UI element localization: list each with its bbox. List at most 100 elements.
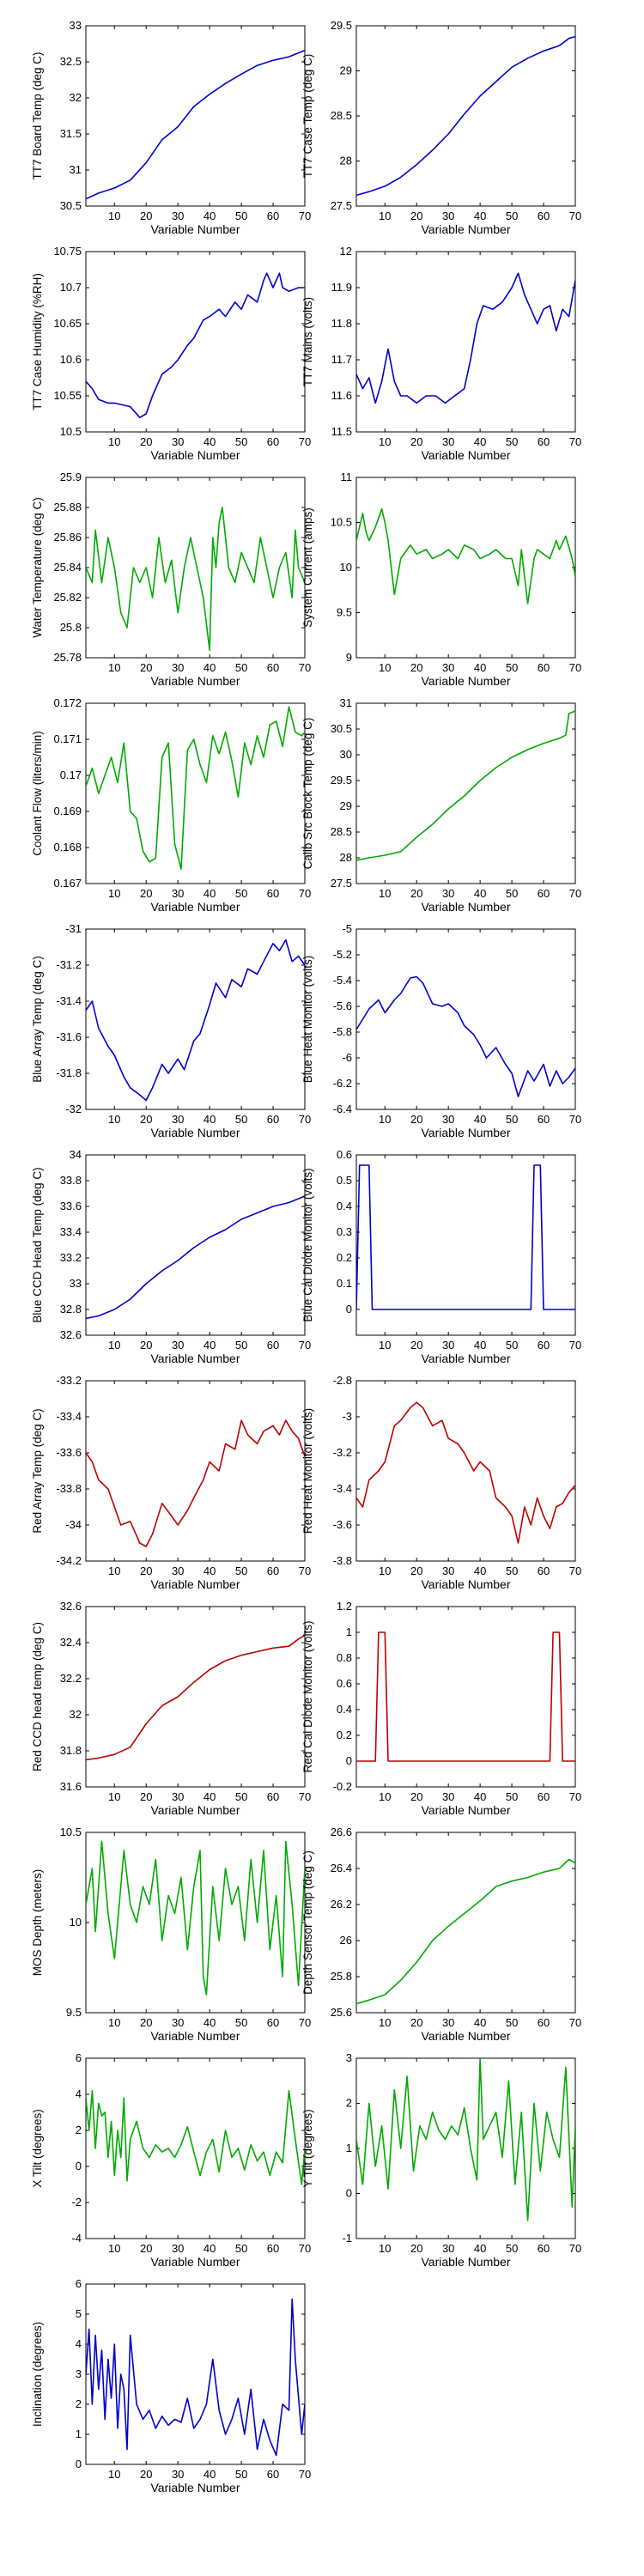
x-tick-label: 20 [410, 210, 422, 222]
x-tick-label: 40 [204, 1564, 216, 1577]
y-tick-label: 25.6 [331, 2006, 352, 2019]
x-tick-label: 40 [204, 1113, 216, 1126]
y-axis-label: Blue Array Temp (deg C) [31, 956, 44, 1083]
x-tick-label: 10 [108, 1113, 120, 1126]
plot-frame [355, 1154, 576, 1336]
y-axis-label: Water Temperature (deg C) [31, 497, 44, 638]
y-tick-label: 11.5 [331, 425, 352, 438]
y-tick-label: -5.2 [333, 948, 352, 961]
y-tick-label: 28 [340, 155, 352, 167]
y-tick-label: -34.2 [56, 1554, 82, 1567]
y-tick-label: 0 [346, 1303, 352, 1315]
plot-frame [355, 1832, 576, 2014]
y-tick-label: 29 [340, 64, 352, 77]
plot-frame [85, 25, 306, 207]
y-tick-label: 10.5 [60, 1826, 82, 1838]
y-tick-label: -31.8 [56, 1066, 82, 1079]
y-tick-label: 10 [70, 1916, 82, 1929]
y-tick-label: -31 [65, 922, 82, 935]
series-line [356, 1401, 575, 1544]
chart-panel-5: 10 20 30 40 50 60 70 25.78 25.8 25.82 25.84 25.86 25… [31, 471, 311, 688]
y-tick-label: 10.55 [53, 389, 82, 402]
y-axis-label: TT7 Board Temp (deg C) [31, 52, 44, 179]
y-tick-label: -2.8 [333, 1374, 352, 1387]
x-tick-label: 70 [569, 210, 581, 222]
y-tick-label: 1 [76, 2427, 82, 2440]
y-tick-label: -34 [65, 1518, 82, 1531]
y-tick-label: 31.8 [60, 1744, 82, 1757]
y-tick-label: 6 [76, 2051, 82, 2064]
x-axis-label: Variable Number [421, 1803, 510, 1817]
y-tick-label: -0.2 [333, 1780, 352, 1793]
x-tick-label: 10 [379, 661, 391, 674]
y-tick-label: 33.8 [60, 1174, 82, 1187]
y-tick-label: 0.17 [60, 769, 82, 781]
x-tick-label: 40 [204, 887, 216, 900]
x-axis-label: Variable Number [150, 1577, 240, 1591]
y-tick-label: -33.8 [56, 1482, 82, 1495]
y-tick-label: -31.2 [56, 958, 82, 971]
y-tick-label: -3.4 [333, 1482, 352, 1495]
x-tick-label: 10 [379, 1113, 391, 1126]
y-tick-label: 4 [76, 2337, 82, 2350]
y-tick-label: 32.6 [60, 1328, 82, 1341]
x-tick-label: 20 [410, 2242, 422, 2255]
x-tick-label: 70 [569, 1113, 581, 1126]
y-axis-label: System Current (amps) [301, 507, 314, 628]
y-tick-label: 0.2 [337, 1728, 352, 1741]
y-tick-label: 0.6 [337, 1677, 352, 1690]
x-tick-label: 20 [140, 1790, 152, 1803]
series-line [356, 507, 575, 605]
y-tick-label: 11.6 [331, 389, 352, 402]
x-tick-label: 30 [172, 661, 184, 674]
x-tick-label: 30 [442, 1790, 454, 1803]
y-tick-label: 10.65 [53, 317, 82, 330]
x-tick-label: 50 [506, 1339, 518, 1352]
x-tick-label: 70 [569, 1790, 581, 1803]
x-axis-label: Variable Number [150, 1352, 240, 1365]
series-line [356, 1164, 575, 1310]
x-tick-label: 30 [442, 1113, 454, 1126]
x-axis-label: Variable Number [150, 448, 240, 462]
x-tick-label: 40 [474, 661, 486, 674]
x-axis-label: Variable Number [150, 1126, 240, 1139]
x-tick-label: 50 [506, 1113, 518, 1126]
y-tick-label: -31.6 [56, 1030, 82, 1043]
chart-panel-18: 10 20 30 40 50 60 70 25.6 25.8 26 26.2 26.4 26.6 Vari… [301, 1826, 581, 2043]
x-tick-label: 10 [108, 661, 120, 674]
y-tick-label: 25.88 [53, 501, 82, 513]
series-line [86, 939, 305, 1102]
y-tick-label: 29.5 [331, 774, 352, 787]
x-tick-label: 30 [442, 1564, 454, 1577]
x-tick-label: 10 [108, 2016, 120, 2029]
x-tick-label: 40 [474, 435, 486, 448]
chart-panel-3: 10 20 30 40 50 60 70 10.5 10.55 10.6 10.65 10.7 10.7… [31, 245, 311, 462]
x-tick-label: 60 [267, 210, 279, 222]
y-tick-label: 10 [340, 561, 352, 574]
x-tick-label: 60 [267, 2016, 279, 2029]
x-tick-label: 70 [569, 661, 581, 674]
y-tick-label: -1 [342, 2232, 352, 2245]
y-tick-label: 0.8 [337, 1651, 352, 1664]
y-tick-label: -3.2 [333, 1446, 352, 1459]
y-tick-label: 0.169 [53, 805, 82, 817]
series-line [86, 507, 305, 652]
series-line [86, 706, 305, 871]
x-axis-label: Variable Number [150, 2481, 240, 2494]
x-tick-label: 20 [140, 2242, 152, 2255]
chart-panel-11: 10 20 30 40 50 60 70 32.6 32.8 33 33.2 33.4 33.6 33.8… [31, 1148, 311, 1365]
plot-frame [355, 928, 576, 1110]
plot-frame [85, 928, 306, 1110]
y-tick-label: 32.4 [60, 1636, 82, 1649]
chart-panel-6: 10 20 30 40 50 60 70 9 9.5 10 10.5 11 Variable Numbe… [301, 471, 581, 688]
x-tick-label: 60 [538, 1113, 550, 1126]
x-tick-label: 20 [140, 1113, 152, 1126]
y-tick-label: 0.4 [337, 1200, 352, 1212]
x-tick-label: 30 [172, 1113, 184, 1126]
x-tick-label: 30 [172, 435, 184, 448]
y-tick-label: 31 [70, 163, 82, 176]
x-tick-label: 10 [108, 2242, 120, 2255]
x-tick-label: 20 [410, 435, 422, 448]
x-tick-label: 10 [108, 210, 120, 222]
